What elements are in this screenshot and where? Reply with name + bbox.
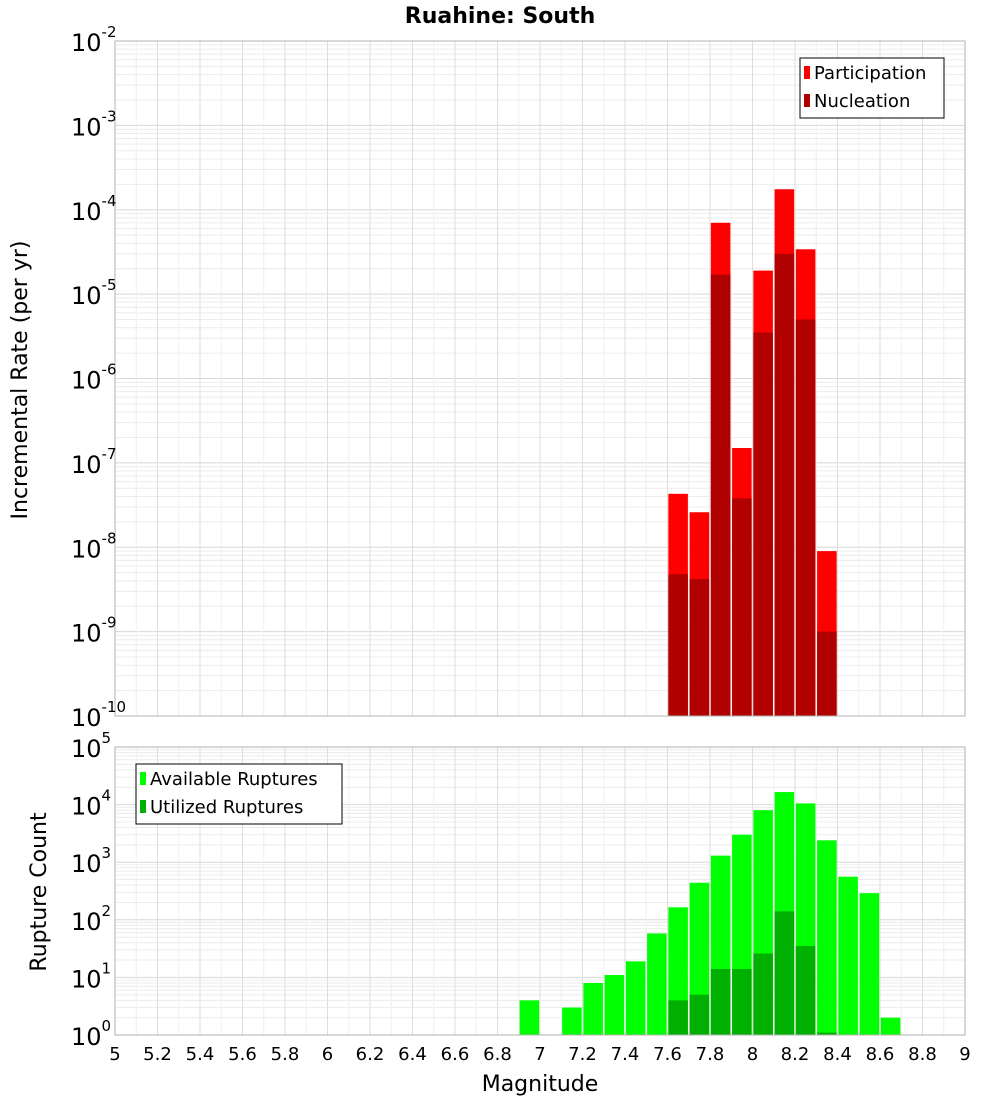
bar-utilized-ruptures <box>774 911 795 1035</box>
bar-utilized-ruptures <box>710 968 731 1035</box>
x-tick-label: 9 <box>959 1044 970 1065</box>
y-tick-label: 104 <box>71 787 111 821</box>
bar-available-ruptures <box>604 975 625 1035</box>
bar-nucleation <box>689 579 710 716</box>
bar-nucleation <box>753 332 773 716</box>
bar-available-ruptures <box>838 876 858 1035</box>
x-tick-label: 8.2 <box>781 1044 810 1065</box>
y-tick-label: 10-8 <box>71 529 117 563</box>
y-tick-label: 10-3 <box>71 107 117 141</box>
bar-available-ruptures <box>647 933 667 1035</box>
bar-nucleation <box>732 498 752 716</box>
bar-utilized-ruptures <box>689 994 710 1035</box>
legend-box <box>799 57 945 119</box>
y-tick-label: 105 <box>71 729 111 763</box>
x-tick-label: 7.8 <box>696 1044 725 1065</box>
x-axis-title: Magnitude <box>482 1072 599 1097</box>
x-tick-label: 5 <box>109 1044 120 1065</box>
x-tick-label: 8.4 <box>823 1044 852 1065</box>
panel-rate: 10-10 10-9 10-8 10-7 10-6 10-5 10-4 10-3 10-2 Inc… <box>8 4 966 732</box>
bar-utilized-ruptures <box>732 968 752 1035</box>
legend-swatch <box>804 66 810 79</box>
y-tick-label: 10-7 <box>71 445 117 479</box>
y-axis-title: Rupture Count <box>27 812 52 972</box>
legend-swatch <box>804 94 810 107</box>
bar-available-ruptures <box>817 840 837 1035</box>
y-tick-label: 103 <box>71 844 111 878</box>
bar-nucleation <box>817 631 837 716</box>
x-tick-label: 6 <box>322 1044 333 1065</box>
bar-available-ruptures <box>562 1007 582 1035</box>
x-tick-label: 5.4 <box>186 1044 215 1065</box>
x-tick-label: 7 <box>534 1044 545 1065</box>
bar-available-ruptures <box>880 1017 901 1035</box>
x-tick-label: 5.8 <box>271 1044 300 1065</box>
bar-nucleation <box>668 574 688 716</box>
legend: Available Ruptures Utilized Ruptures <box>135 763 343 825</box>
x-tick-label: 7.4 <box>611 1044 640 1065</box>
bar-utilized-ruptures <box>753 953 773 1035</box>
x-tick-label: 8 <box>747 1044 758 1065</box>
legend-swatch <box>140 800 146 813</box>
chart-title: Ruahine: South <box>405 4 596 29</box>
plot-frame <box>114 746 966 1036</box>
x-tick-label: 8.8 <box>908 1044 937 1065</box>
y-tick-label: 10-6 <box>71 361 117 395</box>
bar-available-ruptures <box>625 961 646 1035</box>
bar-nucleation <box>710 274 731 716</box>
legend-label: Participation <box>814 63 926 84</box>
panel-count: 100 101 102 103 104 105 Rupture Count 5 5.2 5.4 5.… <box>27 729 971 1097</box>
x-tick-label: 5.2 <box>143 1044 172 1065</box>
x-tick-label: 6.6 <box>441 1044 470 1065</box>
bar-available-ruptures <box>583 982 603 1035</box>
x-tick-label: 7.2 <box>568 1044 597 1065</box>
x-tick-label: 6.4 <box>398 1044 427 1065</box>
x-tick-label: 6.8 <box>483 1044 512 1065</box>
y-tick-label: 100 <box>71 1017 111 1051</box>
y-tick-label: 10-2 <box>71 23 117 57</box>
y-axis-title: Incremental Rate (per yr) <box>8 241 33 520</box>
legend: Participation Nucleation <box>799 57 945 119</box>
x-tick-label: 7.6 <box>653 1044 682 1065</box>
y-tick-label: 101 <box>71 959 111 993</box>
bar-available-ruptures <box>519 1000 540 1035</box>
y-tick-label: 10-5 <box>71 276 117 310</box>
y-tick-label: 10-9 <box>71 614 117 648</box>
bar-available-ruptures <box>859 893 880 1035</box>
bar-nucleation <box>774 253 795 716</box>
y-tick-label: 10-10 <box>71 698 126 732</box>
legend-label: Utilized Ruptures <box>150 797 303 818</box>
legend-swatch <box>140 772 146 785</box>
bar-nucleation <box>795 319 816 716</box>
plot-frame <box>114 40 966 717</box>
bar-utilized-ruptures <box>817 1032 837 1035</box>
legend-box <box>135 763 343 825</box>
y-tick-label: 10-4 <box>71 192 117 226</box>
x-tick-label: 5.6 <box>228 1044 257 1065</box>
y-tick-label: 102 <box>71 902 111 936</box>
legend-label: Available Ruptures <box>150 769 318 790</box>
bar-utilized-ruptures <box>668 1000 688 1035</box>
x-tick-label: 8.6 <box>866 1044 895 1065</box>
legend-label: Nucleation <box>814 91 910 112</box>
x-tick-label: 6.2 <box>356 1044 385 1065</box>
bar-utilized-ruptures <box>795 946 816 1035</box>
